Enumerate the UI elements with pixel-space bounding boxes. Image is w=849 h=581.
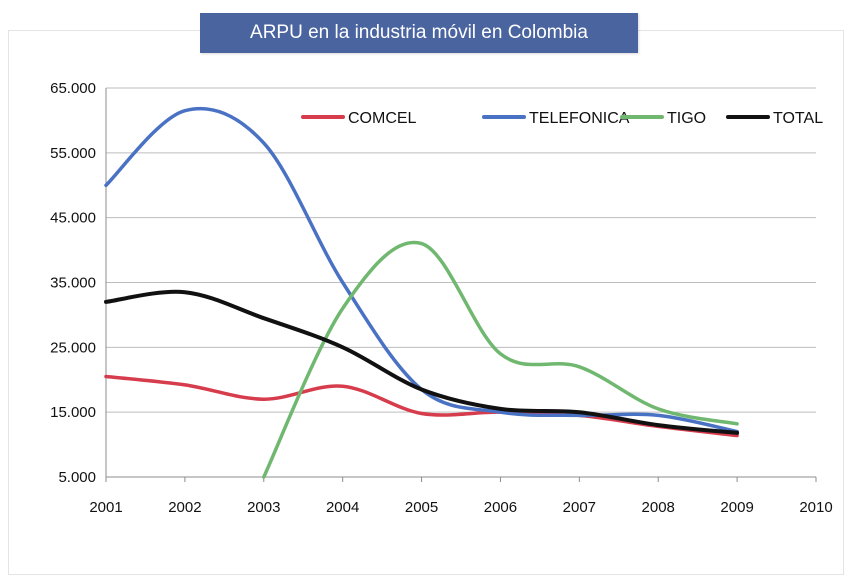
y-tick-label: 45.000	[50, 210, 96, 227]
y-tick-label: 5.000	[58, 469, 96, 486]
y-tick-label: 25.000	[50, 339, 96, 356]
y-tick-label: 55.000	[50, 145, 96, 162]
series-line-total	[104, 289, 740, 435]
series-line-comcel	[104, 374, 739, 438]
y-tick-label: 35.000	[50, 275, 96, 292]
x-tick-label: 2001	[89, 499, 122, 516]
chart-title: ARPU en la industria móvil en Colombia	[200, 13, 638, 53]
legend-label-tigo: TIGO	[667, 110, 706, 127]
series-line-tigo	[262, 240, 739, 479]
x-tick-label: 2002	[168, 499, 201, 516]
legend-label-telefonica: TELEFONICA	[529, 110, 630, 127]
legend-label-total: TOTAL	[773, 110, 823, 127]
x-tick-label: 2005	[405, 499, 438, 516]
x-tick-label: 2003	[247, 499, 280, 516]
x-tick-label: 2009	[720, 499, 753, 516]
y-tick-label: 15.000	[50, 404, 96, 421]
x-tick-label: 2004	[326, 499, 359, 516]
y-tick-label: 65.000	[50, 80, 96, 97]
x-tick-label: 2007	[563, 499, 596, 516]
legend-label-comcel: COMCEL	[348, 110, 417, 127]
x-tick-label: 2006	[484, 499, 517, 516]
x-tick-label: 2008	[642, 499, 675, 516]
series-line-telefonica	[104, 106, 739, 434]
x-tick-label: 2010	[799, 499, 832, 516]
